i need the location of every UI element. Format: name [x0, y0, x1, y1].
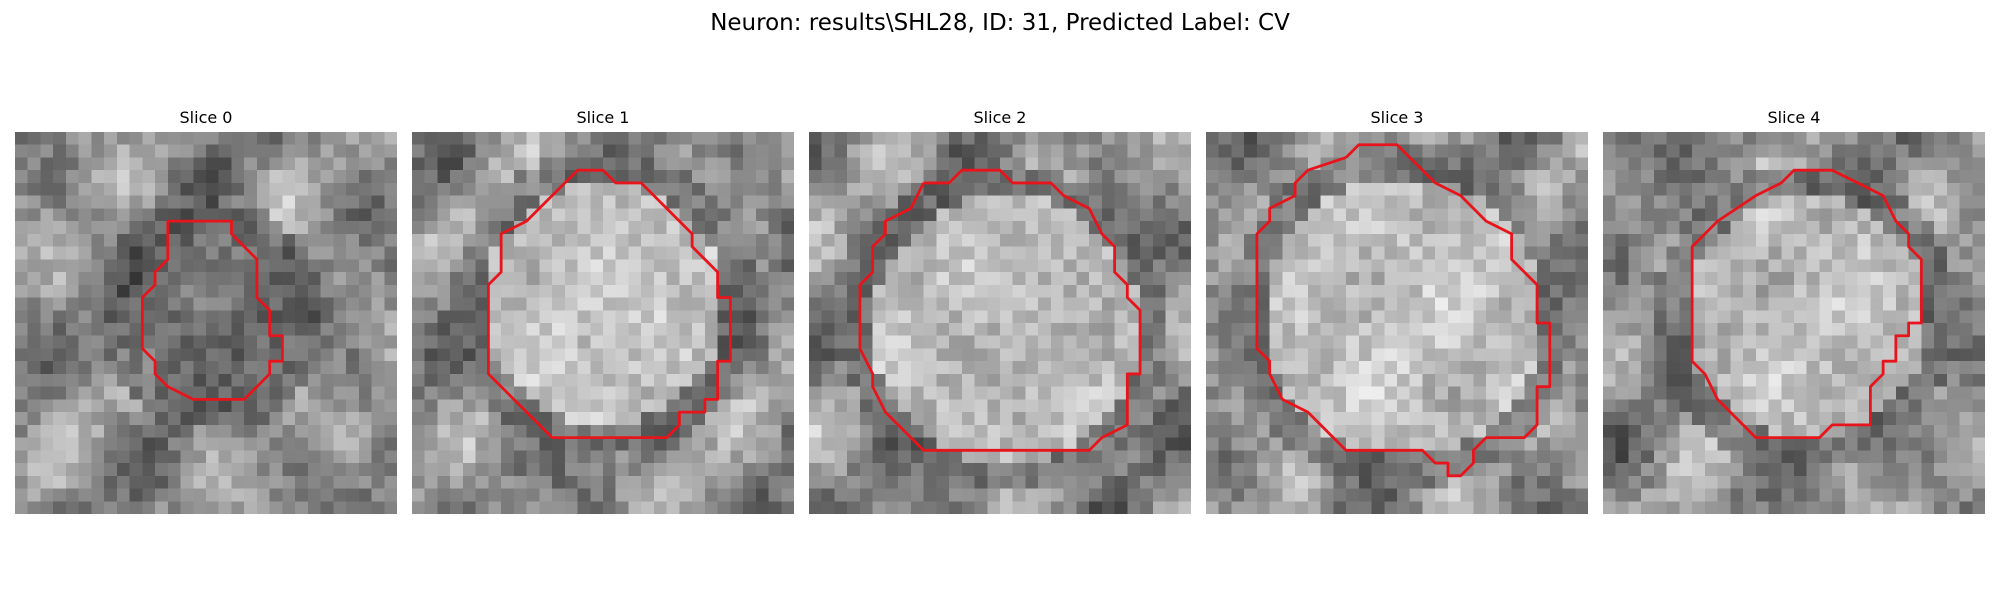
- slice-image-1: [412, 132, 794, 514]
- slice-title-3: Slice 3: [1370, 108, 1424, 127]
- slice-panel-4: Slice 4: [1603, 108, 1985, 514]
- segmentation-contour: [858, 168, 1142, 452]
- slice-panel-3: Slice 3: [1206, 108, 1588, 514]
- figure-title: Neuron: results\SHL28, ID: 31, Predicted…: [710, 10, 1290, 36]
- segmentation-contour: [486, 168, 732, 440]
- slice-title-4: Slice 4: [1767, 108, 1821, 127]
- slice-image-3: [1206, 132, 1588, 514]
- slice-panel-0: Slice 0: [15, 108, 397, 514]
- slice-image-4: [1603, 132, 1985, 514]
- slice-title-2: Slice 2: [973, 108, 1027, 127]
- slice-title-1: Slice 1: [576, 108, 630, 127]
- slice-pixels: [1206, 132, 1588, 514]
- slice-image-0: [15, 132, 397, 514]
- segmentation-contour: [140, 219, 284, 401]
- slice-title-0: Slice 0: [179, 108, 233, 127]
- slice-pixels: [15, 132, 397, 514]
- slice-pixels: [412, 132, 794, 514]
- segmentation-contour: [1690, 168, 1923, 440]
- slice-pixels: [1603, 132, 1985, 514]
- slice-panel-2: Slice 2: [809, 108, 1191, 514]
- segmentation-contour: [1255, 143, 1552, 478]
- slice-pixels: [809, 132, 1191, 514]
- slice-panel-1: Slice 1: [412, 108, 794, 514]
- slice-image-2: [809, 132, 1191, 514]
